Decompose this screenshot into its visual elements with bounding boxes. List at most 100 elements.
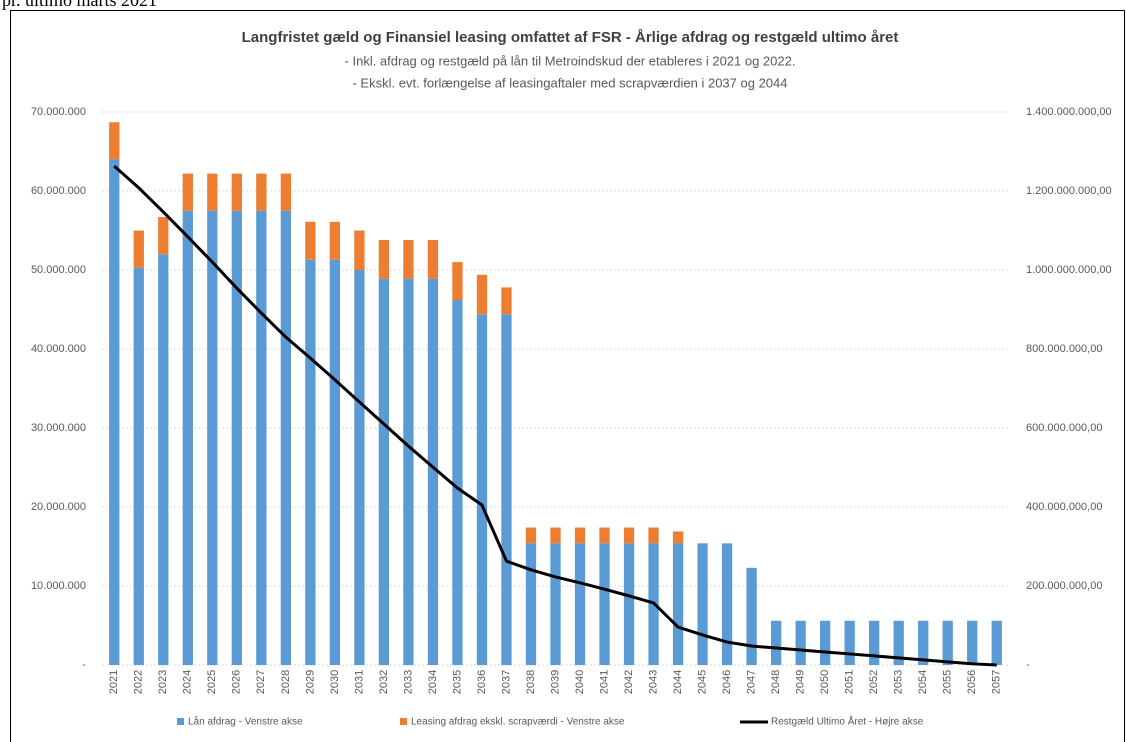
bar — [869, 620, 880, 665]
bar — [329, 221, 341, 260]
y2-tick-label: 600.000.000,00 — [1026, 422, 1102, 434]
bar — [427, 278, 439, 665]
x-tick-label: 2030 — [329, 670, 341, 694]
bar — [256, 210, 267, 665]
bar — [501, 287, 512, 315]
x-tick-label: 2021 — [108, 670, 120, 694]
y2-tick-label: - — [1026, 659, 1030, 671]
x-tick-label: 2050 — [819, 670, 831, 694]
bar — [158, 254, 169, 665]
x-tick-label: 2024 — [182, 670, 194, 694]
x-tick-label: 2025 — [206, 670, 218, 694]
bar — [133, 230, 144, 268]
bar — [305, 259, 316, 665]
bar — [280, 173, 291, 211]
bar — [329, 259, 341, 665]
chart-title: Langfristet gæld og Finansiel leasing om… — [242, 29, 899, 46]
bar — [182, 173, 193, 211]
bar — [550, 543, 561, 665]
bar — [476, 274, 488, 315]
x-tick-label: 2022 — [133, 670, 145, 694]
x-tick-label: 2039 — [549, 670, 561, 694]
x-tick-label: 2032 — [378, 670, 390, 694]
bar — [231, 173, 242, 211]
bar — [795, 620, 806, 665]
x-tick-label: 2028 — [280, 670, 292, 694]
bar — [501, 314, 512, 665]
bar — [476, 314, 488, 665]
y2-tick-label: 400.000.000,00 — [1026, 501, 1102, 513]
x-tick-label: 2053 — [893, 670, 905, 694]
x-tick-label: 2047 — [746, 670, 758, 694]
legend-label: Leasing afdrag ekskl. scrapværdi - Venst… — [411, 717, 625, 728]
bar — [403, 239, 414, 279]
x-tick-label: 2048 — [770, 670, 782, 694]
bar — [721, 543, 733, 665]
x-tick-label: 2033 — [402, 670, 414, 694]
bar — [354, 230, 365, 270]
bar — [280, 210, 291, 665]
y2-tick-label: 1.400.000.000,00 — [1026, 106, 1112, 118]
x-tick-label: 2056 — [966, 670, 978, 694]
legend-swatch — [177, 718, 184, 725]
bar — [967, 620, 978, 665]
x-tick-label: 2040 — [574, 670, 586, 694]
x-tick-label: 2031 — [353, 670, 365, 694]
y-tick-label: 40.000.000 — [31, 343, 86, 355]
bar — [207, 210, 218, 665]
bar — [770, 620, 782, 665]
x-tick-label: 2052 — [868, 670, 880, 694]
bar — [354, 270, 365, 665]
bar — [403, 278, 414, 665]
x-tick-label: 2054 — [917, 670, 929, 694]
y2-tick-label: 1.200.000.000,00 — [1026, 185, 1112, 197]
x-tick-label: 2023 — [157, 670, 169, 694]
bar — [158, 217, 169, 255]
x-tick-label: 2045 — [696, 670, 708, 694]
line — [113, 164, 997, 667]
bar — [942, 620, 953, 665]
bar — [893, 620, 904, 665]
bar — [623, 543, 635, 665]
bar — [599, 527, 610, 544]
bar — [599, 543, 610, 665]
bar — [623, 527, 635, 544]
y-tick-label: 20.000.000 — [31, 501, 86, 513]
y-tick-label: 70.000.000 — [31, 106, 86, 118]
bar — [525, 527, 537, 544]
bar — [697, 543, 708, 665]
x-tick-label: 2027 — [255, 670, 267, 694]
x-tick-label: 2049 — [795, 670, 807, 694]
bar — [844, 620, 855, 665]
legend-label: Restgæld Ultimo Året - Højre akse — [771, 715, 924, 728]
bar — [452, 262, 463, 301]
y2-tick-label: 1.000.000.000,00 — [1026, 264, 1112, 276]
x-tick-label: 2038 — [525, 670, 537, 694]
bar — [746, 567, 757, 665]
bar — [452, 300, 463, 665]
x-tick-label: 2026 — [231, 670, 243, 694]
y2-tick-label: 200.000.000,00 — [1026, 580, 1102, 592]
bar — [378, 278, 390, 665]
x-tick-label: 2042 — [623, 670, 635, 694]
bar — [672, 543, 684, 665]
bar — [574, 543, 586, 665]
page-header: pr. ultimo marts 2021 — [2, 0, 157, 10]
x-tick-label: 2029 — [304, 670, 316, 694]
bar — [378, 239, 390, 279]
bar — [207, 173, 218, 211]
bar — [133, 267, 144, 665]
x-tick-label: 2043 — [647, 670, 659, 694]
bar — [109, 122, 120, 160]
x-tick-label: 2051 — [844, 670, 856, 694]
bar — [918, 620, 929, 665]
legend-label: Lån afdrag - Venstre akse — [188, 716, 303, 728]
bar — [427, 239, 439, 279]
legend-swatch — [400, 718, 407, 725]
bar — [525, 543, 537, 665]
bar — [648, 527, 659, 544]
y-tick-label: 60.000.000 — [31, 185, 86, 197]
x-tick-label: 2055 — [942, 670, 954, 694]
